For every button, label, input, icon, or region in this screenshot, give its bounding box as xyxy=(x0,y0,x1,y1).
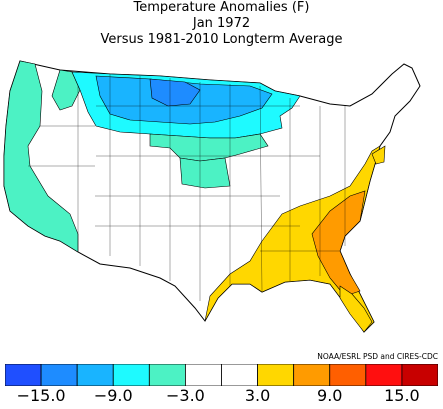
florida-warm xyxy=(339,285,373,333)
legend-tick-label: −9.0 xyxy=(93,386,133,405)
legend-tick-label: −3.0 xyxy=(165,386,205,405)
kansas-nebraska-cool xyxy=(179,157,231,189)
legend-swatch xyxy=(185,364,222,386)
division-boundaries xyxy=(28,74,346,301)
mid-atlantic-warm-spots xyxy=(371,145,386,165)
legend-swatch xyxy=(76,364,114,386)
legend-tick-label: 15.0 xyxy=(384,386,420,405)
legend-swatch xyxy=(148,364,186,386)
carolinas-georgia-warm xyxy=(311,190,366,297)
legend-swatch xyxy=(329,364,367,386)
map-title: Temperature Anomalies (F) xyxy=(133,0,310,15)
legend-swatch xyxy=(221,364,258,386)
map-baseline: Versus 1981-2010 Longterm Average xyxy=(100,32,343,47)
us-climate-division-map xyxy=(3,60,421,333)
legend-tick-label: −15.0 xyxy=(16,386,66,405)
legend-swatch xyxy=(293,364,331,386)
northern-plains-deep-cold xyxy=(149,78,201,107)
legend-swatch xyxy=(401,364,438,386)
legend-tick-label: 9.0 xyxy=(317,386,343,405)
legend-swatch xyxy=(112,364,150,386)
legend-swatch xyxy=(40,364,78,386)
color-scale-legend xyxy=(5,364,438,386)
legend-swatch xyxy=(257,364,295,386)
data-credit: NOAA/ESRL PSD and CIRES-CDC xyxy=(317,352,438,361)
legend-ticks: −15.0 −9.0 −3.0 3.0 9.0 15.0 xyxy=(0,386,443,406)
map-period: Jan 1972 xyxy=(192,16,251,31)
legend-tick-label: 3.0 xyxy=(244,386,271,405)
legend-swatch xyxy=(5,364,42,386)
legend-swatch xyxy=(365,364,403,386)
